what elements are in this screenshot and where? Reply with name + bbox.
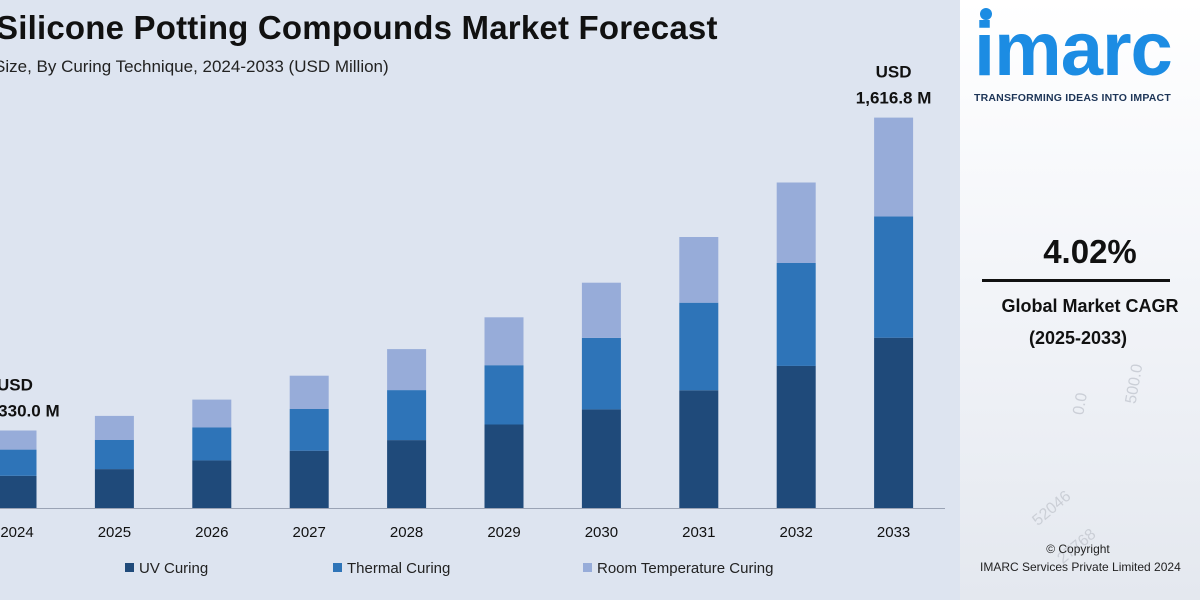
annotation-currency: USD xyxy=(876,63,912,82)
annotation-total: 1,616.8 M xyxy=(856,89,932,108)
bar-segment xyxy=(0,449,37,476)
x-tick-label: 2027 xyxy=(293,524,326,541)
legend-swatch xyxy=(333,563,342,572)
legend-swatch xyxy=(125,563,134,572)
bar-segment xyxy=(289,409,329,451)
x-tick-label: 2030 xyxy=(585,524,618,541)
annotation-total: 1,330.0 M xyxy=(0,401,60,420)
bar-segment xyxy=(387,349,427,391)
company-name: IMARC Services Private Limited 2024 xyxy=(980,560,1181,574)
logo-text: imarc xyxy=(974,7,1173,92)
cagr-divider xyxy=(982,279,1170,282)
bar-segment xyxy=(581,337,621,410)
bar-segment xyxy=(679,390,719,508)
cagr-label: Global Market CAGR xyxy=(1001,296,1179,316)
x-tick-label: 2026 xyxy=(195,524,228,541)
bar-segment xyxy=(874,337,914,508)
bar-segment xyxy=(94,415,134,440)
x-tick-label: 2024 xyxy=(0,524,33,541)
bar-segment xyxy=(484,424,524,508)
bar-segment xyxy=(289,450,329,508)
bar-segment xyxy=(94,469,134,508)
legend-swatch xyxy=(583,563,592,572)
watermark-text: 0.0 xyxy=(1070,391,1091,417)
x-tick-label: 2025 xyxy=(98,524,131,541)
x-tick-label: 2029 xyxy=(487,524,520,541)
x-tick-label: 2031 xyxy=(682,524,715,541)
side-panel: 500.0 0.0 52046 27768 imarc TRANSFORMING… xyxy=(960,0,1200,600)
bar-segment xyxy=(192,399,232,428)
bar-segment xyxy=(679,237,719,303)
bar-segment xyxy=(874,216,914,338)
legend-label: Room Temperature Curing xyxy=(597,560,773,577)
bar-segment xyxy=(581,282,621,338)
cagr-value: 4.02% xyxy=(1043,233,1137,270)
bar-segment xyxy=(776,365,816,508)
legend-label: UV Curing xyxy=(139,560,208,577)
cagr-period: (2025-2033) xyxy=(1028,328,1128,348)
bar-segment xyxy=(484,365,524,425)
brand-tagline: TRANSFORMING IDEAS INTO IMPACT xyxy=(974,92,1171,104)
bar-segment xyxy=(387,390,427,441)
x-tick-label: 2028 xyxy=(390,524,423,541)
bar-segment xyxy=(192,427,232,461)
x-tick-label: 2032 xyxy=(780,524,813,541)
chart-subtitle: Size, By Curing Technique, 2024-2033 (US… xyxy=(0,57,389,76)
bar-segment xyxy=(0,430,37,450)
x-tick-label: 2033 xyxy=(877,524,910,541)
bar-segment xyxy=(679,302,719,391)
bar-segment xyxy=(776,263,816,366)
annotation-currency: USD xyxy=(0,375,33,394)
bar-segment xyxy=(874,117,914,217)
chart-panel: 2024 2025 2026 2027 2028 2029 2030 2031 2032 2033… xyxy=(0,9,945,577)
bar-segment xyxy=(94,439,134,470)
copyright-label: © Copyright xyxy=(1046,542,1110,556)
bar-segment xyxy=(776,182,816,263)
watermark-text: 52046 xyxy=(1029,487,1075,530)
chart-svg: 2024 2025 2026 2027 2028 2029 2030 2031 2032 2033… xyxy=(0,63,945,577)
watermark-text: 500.0 xyxy=(1122,362,1147,406)
bar-segment xyxy=(0,475,37,508)
bar-segment xyxy=(581,409,621,508)
chart-title: Silicone Potting Compounds Market Foreca… xyxy=(0,9,718,46)
bar-segment xyxy=(289,375,329,409)
logo-dot-icon xyxy=(980,8,992,20)
legend-label: Thermal Curing xyxy=(347,560,450,577)
brand-logo: imarc xyxy=(974,2,1200,102)
bar-segment xyxy=(192,460,232,508)
bar-segment xyxy=(484,317,524,366)
bar-segment xyxy=(387,440,427,508)
